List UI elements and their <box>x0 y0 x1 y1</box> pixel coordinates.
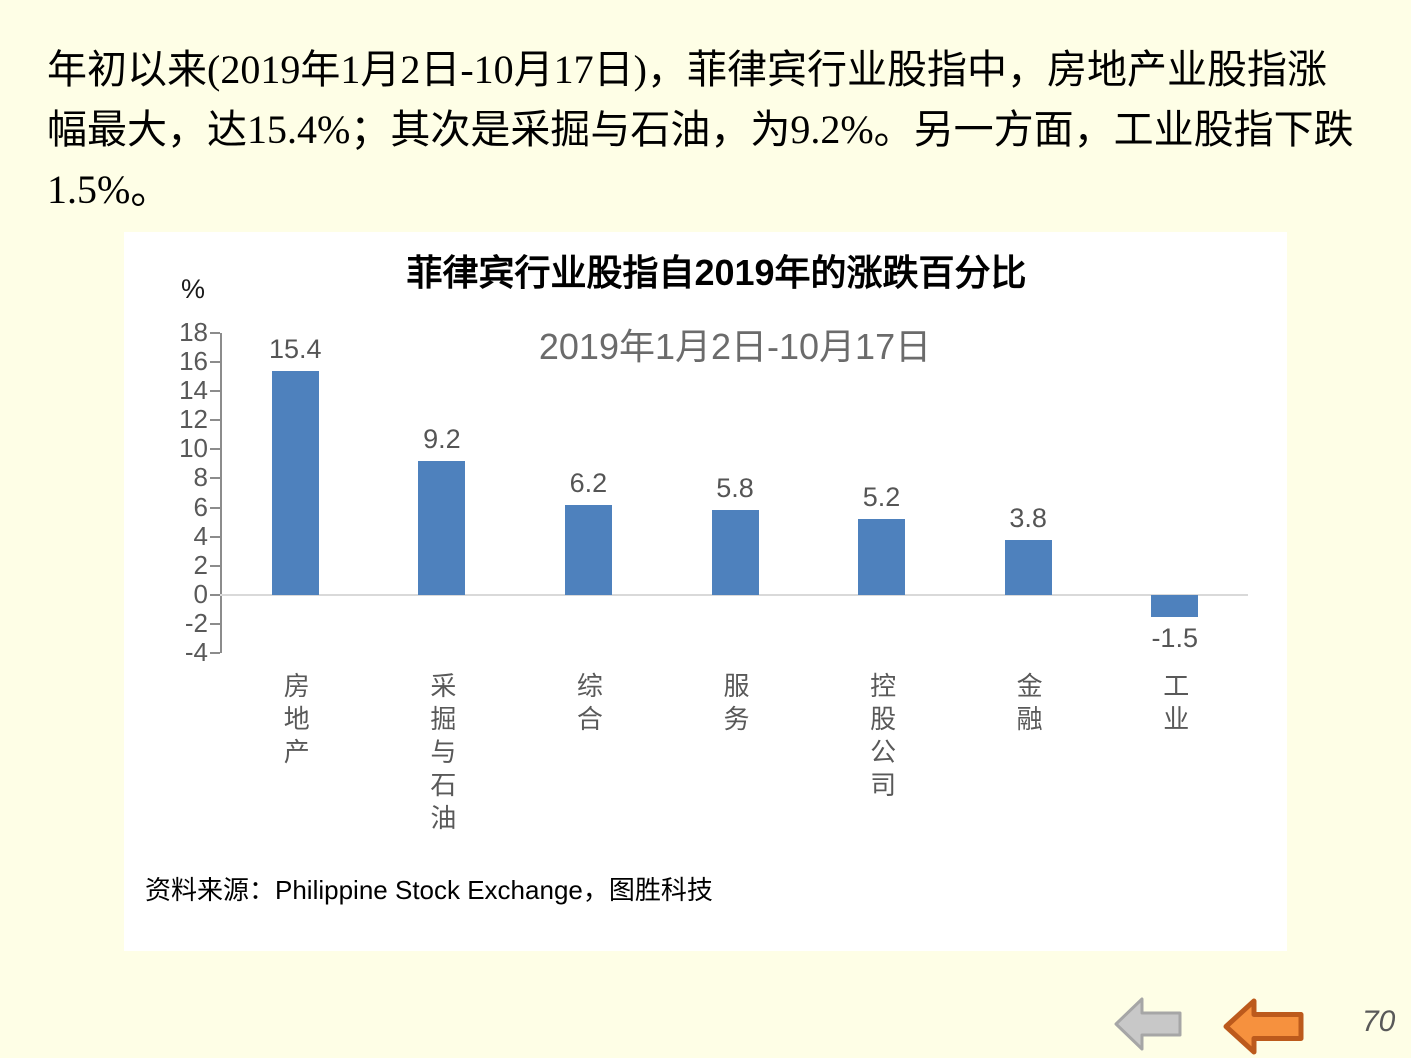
value-label: -1.5 <box>1151 622 1198 653</box>
y-tick-label: 14 <box>179 375 208 406</box>
y-axis-tick <box>210 419 220 422</box>
value-label: 5.8 <box>716 473 754 504</box>
source-note: 资料来源：Philippine Stock Exchange，图胜科技 <box>145 875 713 905</box>
y-axis-tick <box>210 361 220 364</box>
y-axis-tick <box>210 390 220 393</box>
left-arrow-icon <box>1223 998 1304 1055</box>
value-label: 9.2 <box>423 424 461 454</box>
y-tick-label: 2 <box>193 549 208 580</box>
y-tick-label: 16 <box>179 346 208 377</box>
y-axis-tick <box>210 593 220 596</box>
value-label: 3.8 <box>1009 502 1047 533</box>
bar <box>1004 539 1052 595</box>
category-label: 房地产 <box>280 672 311 771</box>
y-axis-tick <box>210 535 220 538</box>
left-arrow-icon <box>1114 997 1182 1051</box>
value-label: 5.2 <box>862 482 901 513</box>
y-tick-label: 0 <box>193 578 208 609</box>
y-tick-label: 10 <box>179 433 208 464</box>
intro-line-2: 幅最大，达15.4%；其次是采掘与石油，为9.2%。另一方面，工业股指下跌 <box>47 107 1354 152</box>
bar <box>418 461 466 595</box>
category-label: 综合 <box>573 672 604 738</box>
bar <box>564 504 612 595</box>
value-label: 6.2 <box>569 467 608 498</box>
y-axis-tick <box>210 622 220 625</box>
y-axis-tick <box>210 564 220 567</box>
bar <box>858 519 906 595</box>
y-tick-label: -2 <box>184 607 208 638</box>
y-tick-label: 12 <box>179 404 208 435</box>
chart-title: 菲律宾行业股指自2019年的涨跌百分比 <box>406 252 1027 293</box>
bar <box>1151 594 1199 617</box>
chart-subtitle: 2019年1月2日-10月17日 <box>538 326 932 367</box>
y-axis-line <box>220 333 222 653</box>
category-label: 控股公司 <box>866 672 897 804</box>
y-tick-label: 8 <box>193 462 208 493</box>
bar <box>711 510 759 595</box>
page-number: 70 <box>1362 1005 1396 1038</box>
y-tick-label: 6 <box>193 491 208 522</box>
y-tick-label: 18 <box>179 317 208 347</box>
value-label: 15.4 <box>269 333 322 364</box>
category-label: 金融 <box>1013 672 1044 738</box>
y-axis-tick <box>210 506 220 509</box>
bar <box>271 370 319 595</box>
y-tick-label: -4 <box>184 637 208 667</box>
intro-paragraph: 年初以来(2019年1月2日-10月17日)，菲律宾行业股指中，房地产业股指涨 … <box>47 40 1387 220</box>
y-axis-tick <box>210 652 220 654</box>
back-button-gray[interactable] <box>1113 996 1183 1052</box>
y-axis-tick <box>210 477 220 480</box>
y-axis-tick <box>210 448 220 451</box>
intro-line-1: 年初以来(2019年1月2日-10月17日)，菲律宾行业股指中，房地产业股指涨 <box>47 47 1327 92</box>
category-label: 服务 <box>720 672 750 738</box>
chart-panel: 菲律宾行业股指自2019年的涨跌百分比 % 2019年1月2日-10月17日 1… <box>124 232 1287 951</box>
zero-gridline <box>220 593 1248 596</box>
plot-area: 18 16 14 12 10 8 6 4 2 0 -2 -4 15.4 房地产 9.2 采掘与石油 6.2 综合 5… <box>124 232 1287 951</box>
category-label: 工业 <box>1159 672 1190 738</box>
category-label: 采掘与石油 <box>426 672 457 837</box>
intro-line-3: 1.5%。 <box>47 167 171 212</box>
y-axis-unit-label: % <box>181 274 206 304</box>
y-tick-label: 4 <box>193 520 208 551</box>
back-button-orange[interactable] <box>1223 998 1305 1055</box>
y-axis-tick <box>210 332 220 334</box>
